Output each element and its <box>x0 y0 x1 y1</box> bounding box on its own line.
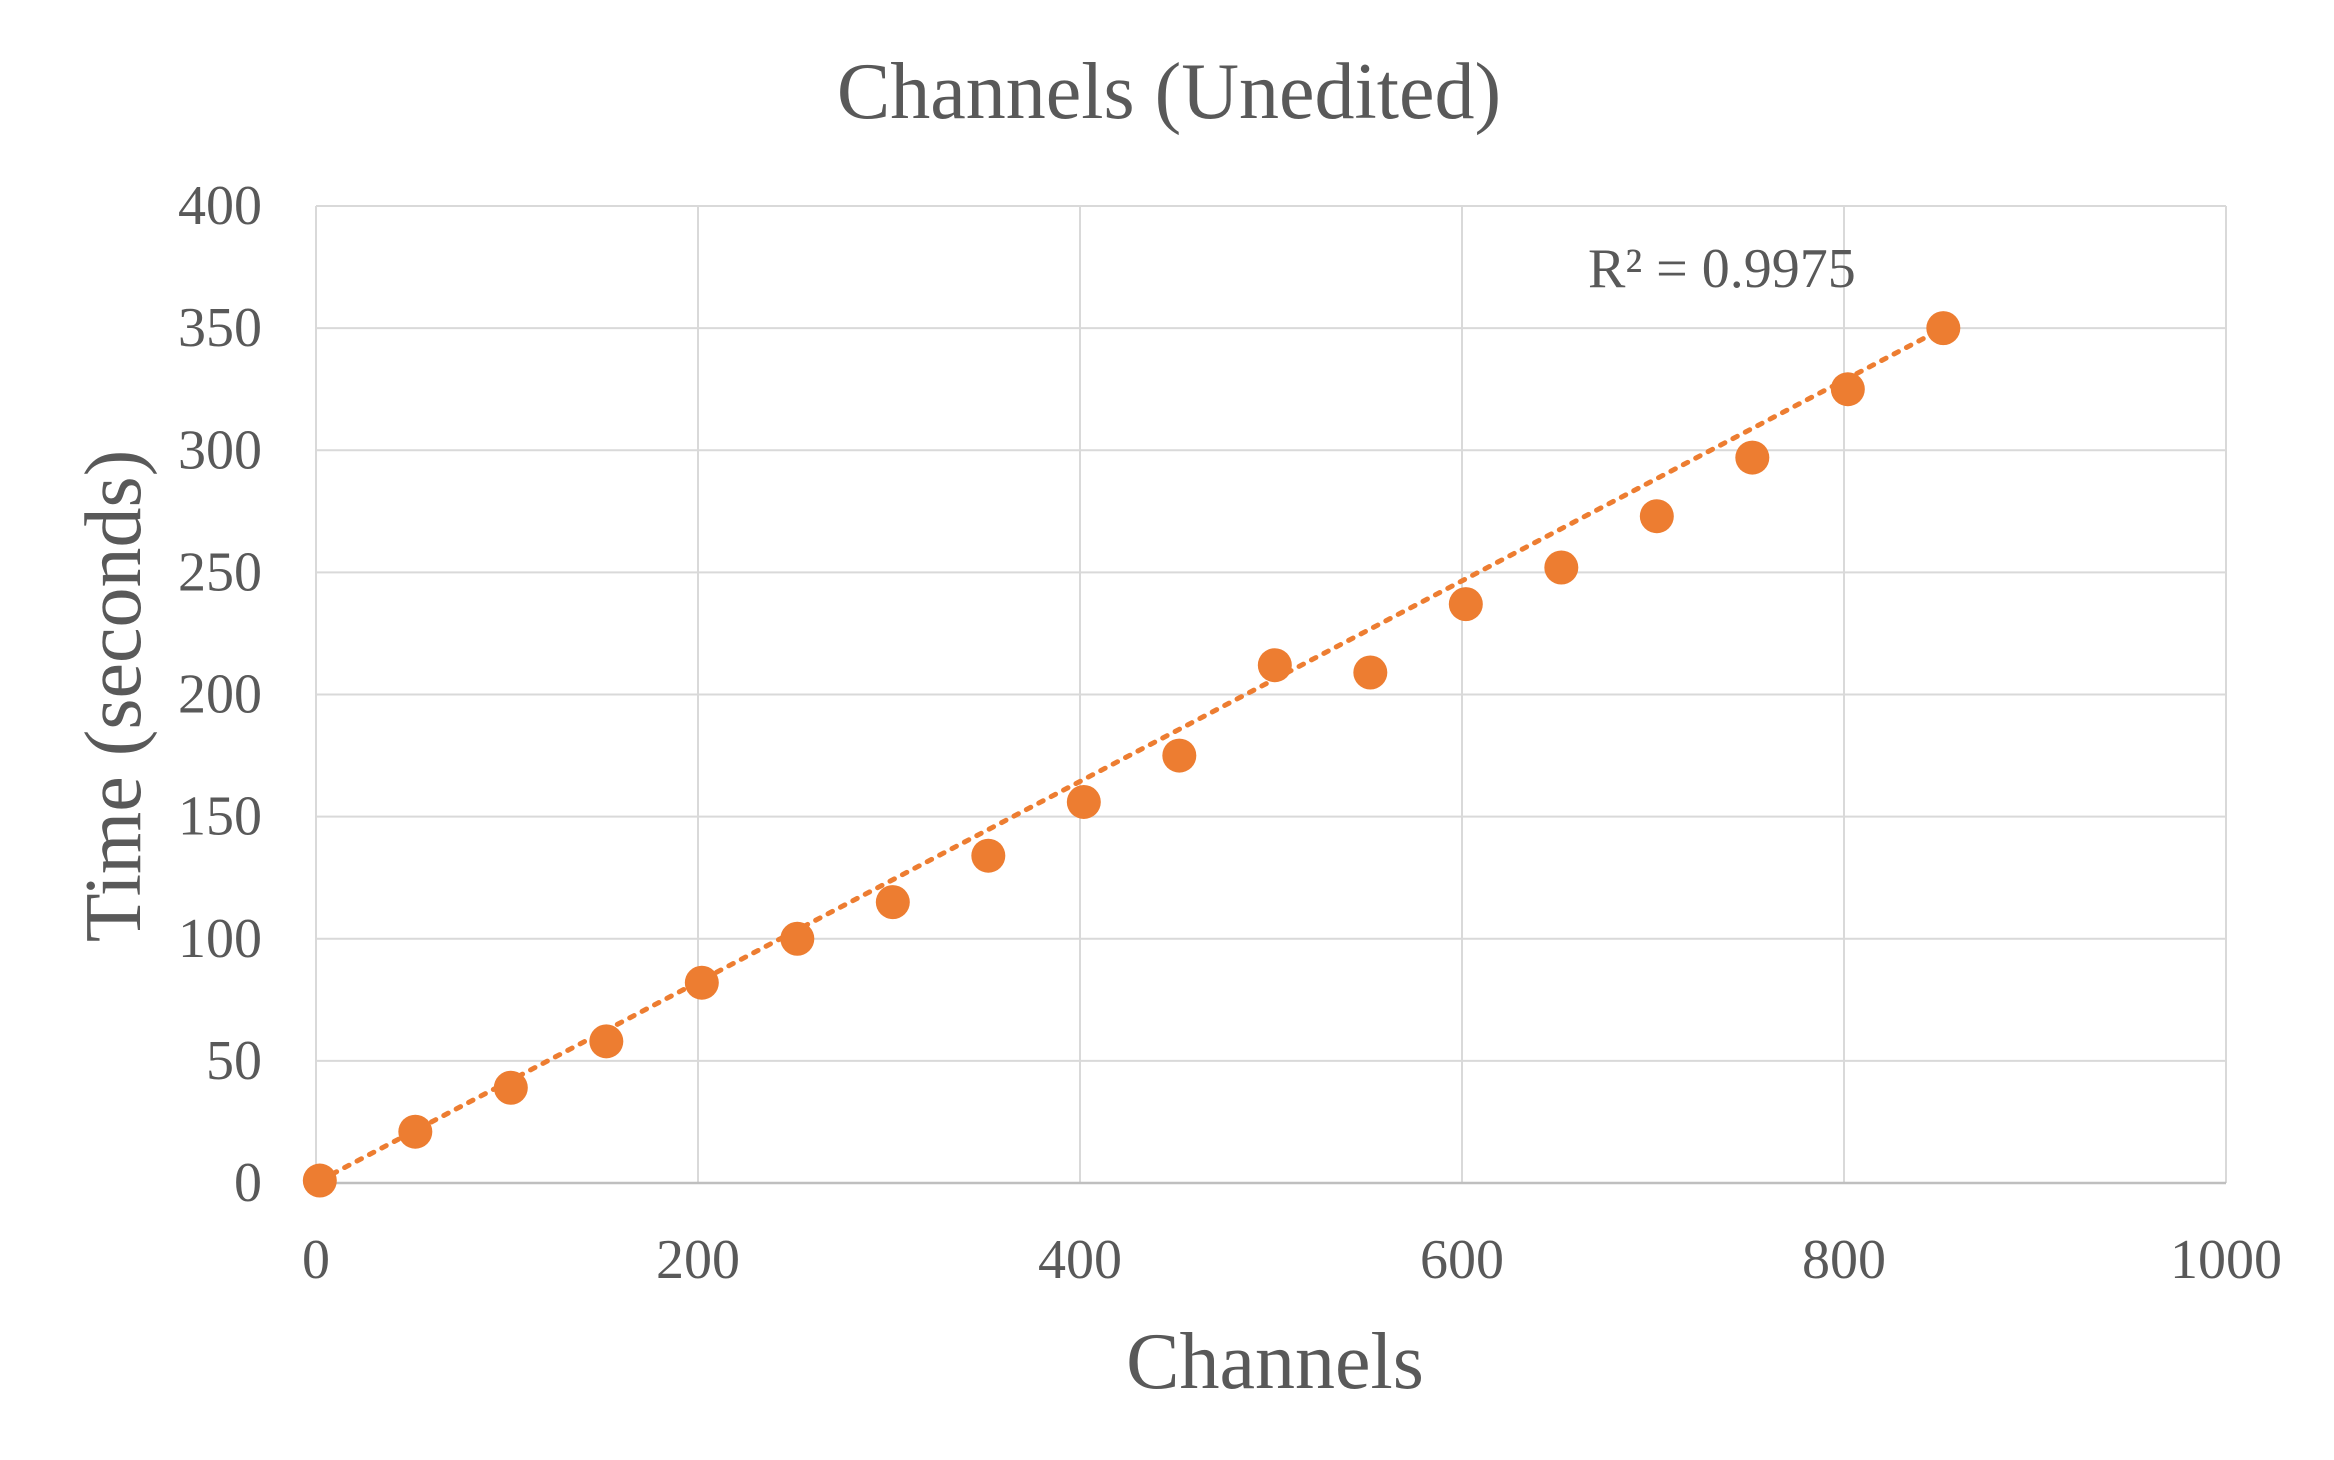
x-tick-label: 1000 <box>2170 1229 2282 1291</box>
data-point <box>302 1163 337 1198</box>
data-point <box>1830 372 1865 407</box>
x-tick-label: 200 <box>656 1229 740 1291</box>
trendline <box>317 325 1946 1184</box>
data-points <box>302 311 1961 1198</box>
data-point <box>971 838 1006 873</box>
tick-labels: 0 50 100 150 200 250 300 350 400 0 200 400 600 800 100… <box>178 175 2282 1291</box>
x-tick-label: 400 <box>1038 1229 1122 1291</box>
data-point <box>1639 499 1674 534</box>
y-tick-label: 0 <box>234 1152 262 1214</box>
data-point <box>875 885 910 920</box>
y-tick-label: 250 <box>178 541 262 603</box>
data-point <box>684 965 719 1000</box>
y-tick-label: 350 <box>178 297 262 359</box>
r-squared-label: R² = 0.9975 <box>1588 238 1856 300</box>
data-point <box>1162 738 1197 773</box>
data-point <box>1544 550 1579 585</box>
grid-lines <box>316 205 2227 1183</box>
data-point <box>1735 440 1770 475</box>
data-point <box>780 921 815 956</box>
x-tick-label: 0 <box>302 1229 330 1291</box>
x-axis-label: Channels <box>1126 1318 1424 1406</box>
x-tick-label: 600 <box>1420 1229 1504 1291</box>
trendline-line <box>317 325 1946 1184</box>
axes <box>315 206 2226 1185</box>
data-point <box>1926 311 1961 346</box>
data-point <box>398 1114 433 1149</box>
data-point <box>1353 655 1388 690</box>
chart-title: Channels (Unedited) <box>837 48 1501 136</box>
y-tick-label: 50 <box>206 1030 262 1092</box>
data-point <box>493 1070 528 1105</box>
y-tick-label: 400 <box>178 175 262 237</box>
data-point <box>589 1024 624 1059</box>
y-tick-label: 200 <box>178 664 262 726</box>
x-tick-label: 800 <box>1802 1229 1886 1291</box>
y-tick-label: 100 <box>178 908 262 970</box>
y-axis-label: Time (seconds) <box>70 450 158 943</box>
data-point <box>1066 784 1101 819</box>
data-point <box>1448 587 1483 622</box>
y-tick-label: 150 <box>178 786 262 848</box>
data-point <box>1257 648 1292 683</box>
y-tick-label: 300 <box>178 419 262 481</box>
